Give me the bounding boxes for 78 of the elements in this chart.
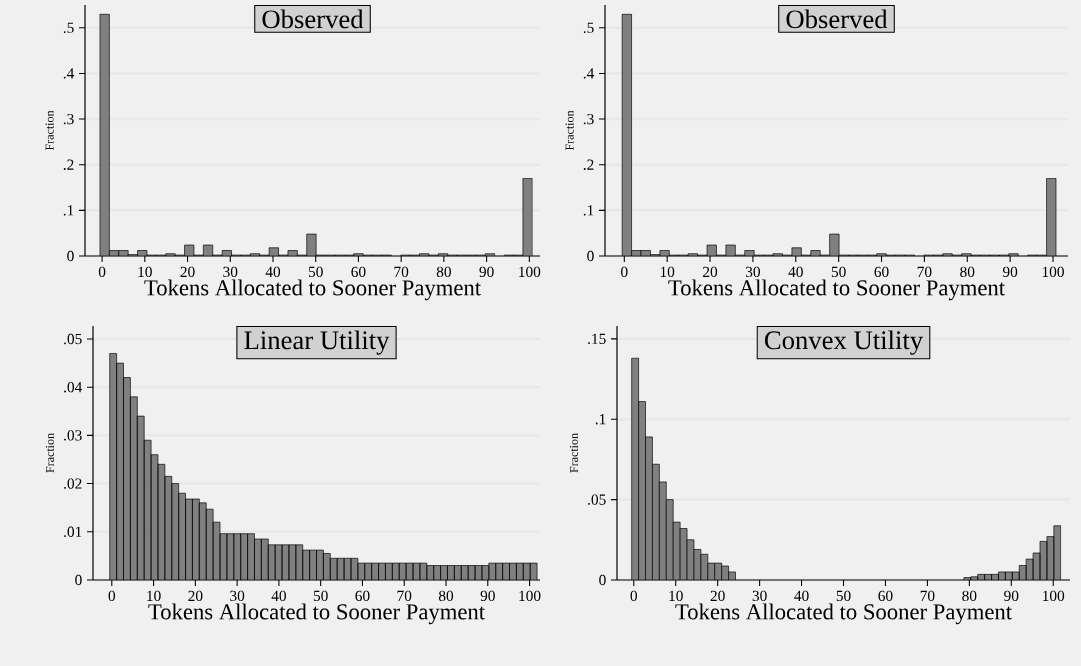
y-tick-label: .1 [63, 205, 74, 216]
x-tick-label: 100 [519, 590, 541, 602]
x-tick-label: 80 [436, 266, 451, 278]
y-tick-label: .02 [64, 478, 82, 489]
x-tick-label: 60 [874, 266, 889, 278]
x-tick-label: 60 [351, 266, 366, 278]
x-tick-label: 70 [920, 590, 935, 602]
y-tick-label: .4 [583, 68, 595, 79]
x-tick-label: 80 [962, 590, 977, 602]
x-tick-label: 40 [788, 266, 803, 278]
x-tick-label: 20 [188, 590, 203, 602]
chart-title: Observed [786, 9, 888, 29]
y-tick-label: .05 [588, 494, 606, 505]
chart-title: Linear Utility [244, 330, 390, 355]
x-tick-label: 30 [752, 590, 767, 602]
x-tick-label: 30 [745, 266, 760, 278]
x-tick-label: 0 [98, 266, 106, 278]
y-axis-title: Fraction [45, 110, 54, 151]
x-tick-label: 80 [438, 590, 454, 602]
y-tick-label: 0 [587, 250, 594, 262]
x-tick-label: 100 [519, 266, 541, 278]
y-tick-label: .15 [588, 333, 606, 345]
chart-title: Observed [262, 9, 364, 29]
x-tick-label: 0 [108, 590, 116, 602]
x-tick-label: 90 [1002, 266, 1018, 278]
x-tick-label: 20 [180, 266, 195, 278]
x-tick-label: 40 [271, 590, 286, 602]
y-axis-title: Fraction [569, 433, 578, 473]
x-tick-label: 50 [308, 266, 323, 278]
y-tick-label: .3 [63, 113, 74, 125]
y-tick-label: .5 [583, 22, 594, 33]
y-tick-label: .2 [63, 159, 74, 170]
x-axis-title: Tokens Allocated to Sooner Payment [675, 603, 1012, 625]
y-tick-label: .03 [64, 430, 82, 441]
x-tick-label: 10 [669, 590, 683, 602]
x-tick-label: 90 [479, 266, 494, 278]
x-tick-label: 90 [480, 590, 495, 602]
chart-title: Convex Utility [764, 330, 924, 355]
y-tick-label: .1 [595, 414, 606, 425]
y-tick-label: .4 [63, 68, 75, 79]
x-tick-label: 60 [878, 590, 893, 602]
y-tick-label: .2 [583, 159, 594, 170]
y-tick-label: 0 [75, 574, 82, 586]
x-tick-label: 60 [355, 590, 370, 602]
y-tick-label: .3 [583, 113, 594, 125]
x-tick-label: 50 [831, 266, 846, 278]
x-tick-label: 50 [836, 590, 851, 602]
x-tick-label: 10 [147, 590, 161, 602]
y-tick-label: .1 [583, 205, 594, 216]
y-tick-label: .04 [64, 382, 83, 393]
y-tick-label: 0 [599, 574, 606, 586]
x-tick-label: 30 [223, 266, 238, 278]
x-tick-label: 70 [917, 266, 932, 278]
y-tick-label: 0 [67, 250, 74, 262]
x-axis-title: Tokens Allocated to Sooner Payment [148, 603, 485, 625]
x-tick-label: 40 [794, 590, 809, 602]
y-tick-label: .01 [64, 526, 82, 537]
x-axis-title: Tokens Allocated to Sooner Payment [144, 279, 481, 301]
y-tick-label: .05 [64, 333, 82, 345]
x-tick-label: 40 [265, 266, 281, 278]
x-tick-label: 0 [621, 266, 628, 278]
x-tick-label: 90 [1004, 590, 1019, 602]
x-tick-label: 80 [960, 266, 975, 278]
y-axis-title: Fraction [565, 110, 574, 151]
x-axis-title: Tokens Allocated to Sooner Payment [668, 279, 1005, 301]
x-tick-label: 70 [394, 266, 409, 278]
y-tick-label: .5 [63, 22, 74, 33]
x-tick-label: 20 [710, 590, 725, 602]
x-tick-label: 70 [397, 590, 412, 602]
x-tick-label: 50 [313, 590, 328, 602]
x-tick-label: 10 [660, 266, 675, 278]
x-tick-label: 10 [138, 266, 152, 278]
y-axis-title: Fraction [45, 433, 54, 473]
x-tick-label: 0 [630, 590, 638, 602]
x-tick-label: 100 [1042, 266, 1064, 278]
x-tick-label: 30 [230, 590, 245, 602]
x-tick-label: 20 [703, 266, 718, 278]
x-tick-label: 100 [1043, 590, 1065, 602]
